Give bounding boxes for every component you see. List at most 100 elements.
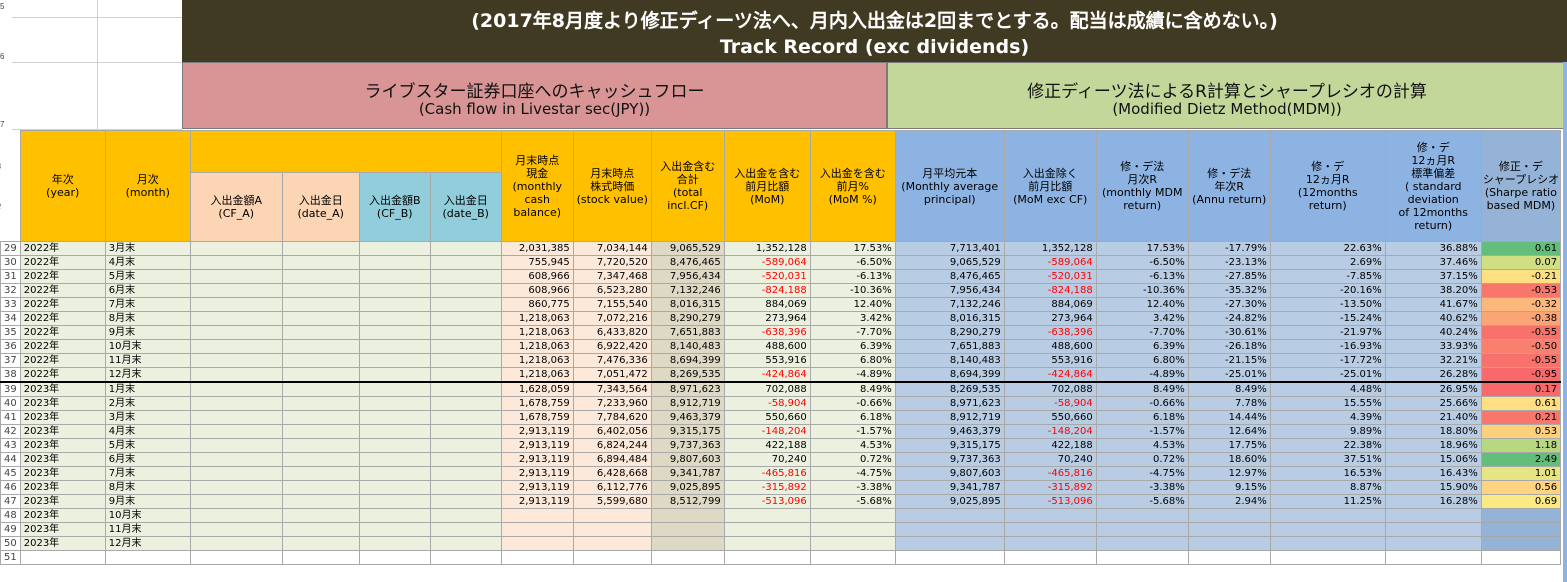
date-a-cell[interactable] [281,480,360,495]
cf-b-cell[interactable] [358,367,431,383]
row-number[interactable]: 46 [0,480,21,495]
total-cell[interactable]: 9,463,379 [650,410,725,425]
avg-principal-cell[interactable]: 9,807,603 [894,466,1005,481]
row-number[interactable]: 30 [0,255,21,270]
col-header-12m-return[interactable]: 修・デ 12ヵ月R (12months return) [1269,130,1386,242]
12m-return-cell[interactable]: -25.01% [1269,367,1386,383]
row-number[interactable]: 39 [0,381,21,397]
annual-return-cell[interactable]: 18.60% [1187,452,1271,467]
month-cell[interactable]: 5月末 [104,438,191,453]
annual-return-cell[interactable]: 7.78% [1187,396,1271,411]
date-a-cell[interactable] [281,269,360,284]
stock-cell[interactable]: 7,347,468 [572,269,652,284]
total-cell[interactable]: 8,912,719 [650,396,725,411]
sharpe-cell[interactable] [1480,536,1562,551]
date-b-cell[interactable] [429,396,502,411]
year-cell[interactable]: 2022年 [19,353,106,368]
stock-cell[interactable]: 6,894,484 [572,452,652,467]
cf-b-cell[interactable] [358,269,431,284]
cash-cell[interactable]: 2,913,119 [500,438,574,453]
mom-cell[interactable]: 702,088 [723,381,811,397]
date-a-cell[interactable] [281,550,360,565]
12m-return-cell[interactable]: -20.16% [1269,283,1386,298]
month-cell[interactable]: 6月末 [104,452,191,467]
cf-b-cell[interactable] [358,424,431,439]
total-cell[interactable]: 8,016,315 [650,297,725,312]
year-cell[interactable]: 2023年 [19,381,106,397]
row-number[interactable]: 41 [0,410,21,425]
stock-cell[interactable]: 6,922,420 [572,339,652,354]
row-number[interactable]: 49 [0,522,21,537]
mom-percent-cell[interactable]: -6.50% [809,255,896,270]
12m-return-cell[interactable]: 22.38% [1269,438,1386,453]
12m-return-cell[interactable]: 9.89% [1269,424,1386,439]
stock-cell[interactable]: 7,034,144 [572,241,652,256]
mom-percent-cell[interactable]: -4.75% [809,466,896,481]
month-cell[interactable]: 8月末 [104,480,191,495]
monthly-return-cell[interactable]: -5.68% [1095,494,1189,509]
month-cell[interactable]: 3月末 [104,410,191,425]
month-cell[interactable]: 5月末 [104,269,191,284]
monthly-return-cell[interactable]: -6.13% [1095,269,1189,284]
total-cell[interactable] [650,508,725,523]
month-cell[interactable]: 10月末 [104,508,191,523]
sharpe-cell[interactable]: 0.61 [1480,241,1562,256]
mom-percent-cell[interactable]: -0.66% [809,396,896,411]
cf-b-cell[interactable] [358,325,431,340]
annual-return-cell[interactable]: -21.15% [1187,353,1271,368]
avg-principal-cell[interactable]: 7,132,246 [894,297,1005,312]
row-number[interactable]: 40 [0,396,21,411]
std-dev-cell[interactable]: 18.80% [1384,424,1482,439]
annual-return-cell[interactable] [1187,536,1271,551]
col-header-cash[interactable]: 月末時点 現金 (monthly cash balance) [500,130,574,242]
mom-percent-cell[interactable] [809,522,896,537]
avg-principal-cell[interactable] [894,522,1005,537]
mom-cell[interactable]: 273,964 [723,311,811,326]
12m-return-cell[interactable] [1269,536,1386,551]
col-header-mom[interactable]: 入出金を含む 前月比額 (MoM) [723,130,811,242]
year-cell[interactable]: 2023年 [19,396,106,411]
year-cell[interactable]: 2023年 [19,410,106,425]
std-dev-cell[interactable]: 26.95% [1384,381,1482,397]
date-b-cell[interactable] [429,283,502,298]
cf-b-cell[interactable] [358,522,431,537]
sharpe-cell[interactable]: -0.53 [1480,283,1562,298]
date-a-cell[interactable] [281,255,360,270]
cash-cell[interactable]: 1,678,759 [500,410,574,425]
row-number[interactable]: 43 [0,438,21,453]
avg-principal-cell[interactable]: 8,694,399 [894,367,1005,383]
std-dev-cell[interactable]: 38.20% [1384,283,1482,298]
month-cell[interactable]: 1月末 [104,381,191,397]
monthly-return-cell[interactable]: -0.66% [1095,396,1189,411]
row-number[interactable]: 36 [0,339,21,354]
12m-return-cell[interactable]: -15.24% [1269,311,1386,326]
mom-cell[interactable]: 488,600 [723,339,811,354]
year-cell[interactable] [19,550,106,565]
monthly-return-cell[interactable]: 4.53% [1095,438,1189,453]
mom-percent-cell[interactable]: 3.42% [809,311,896,326]
cash-cell[interactable]: 2,913,119 [500,452,574,467]
year-cell[interactable]: 2023年 [19,536,106,551]
12m-return-cell[interactable]: -13.50% [1269,297,1386,312]
mom-percent-cell[interactable] [809,508,896,523]
annual-return-cell[interactable]: -24.82% [1187,311,1271,326]
stock-cell[interactable]: 5,599,680 [572,494,652,509]
cash-cell[interactable]: 1,218,063 [500,367,574,383]
12m-return-cell[interactable] [1269,522,1386,537]
row-number[interactable]: 32 [0,283,21,298]
year-cell[interactable]: 2022年 [19,283,106,298]
year-cell[interactable]: 2022年 [19,311,106,326]
avg-principal-cell[interactable]: 8,476,465 [894,269,1005,284]
annual-return-cell[interactable]: 17.75% [1187,438,1271,453]
year-cell[interactable]: 2023年 [19,438,106,453]
monthly-return-cell[interactable]: -10.36% [1095,283,1189,298]
date-a-cell[interactable] [281,396,360,411]
monthly-return-cell[interactable]: 8.49% [1095,381,1189,397]
sharpe-cell[interactable]: 0.07 [1480,255,1562,270]
mom-cell[interactable]: -513,096 [723,494,811,509]
date-b-cell[interactable] [429,410,502,425]
row-number[interactable]: 34 [0,311,21,326]
year-cell[interactable]: 2023年 [19,452,106,467]
total-cell[interactable]: 9,807,603 [650,452,725,467]
row-number[interactable]: 33 [0,297,21,312]
